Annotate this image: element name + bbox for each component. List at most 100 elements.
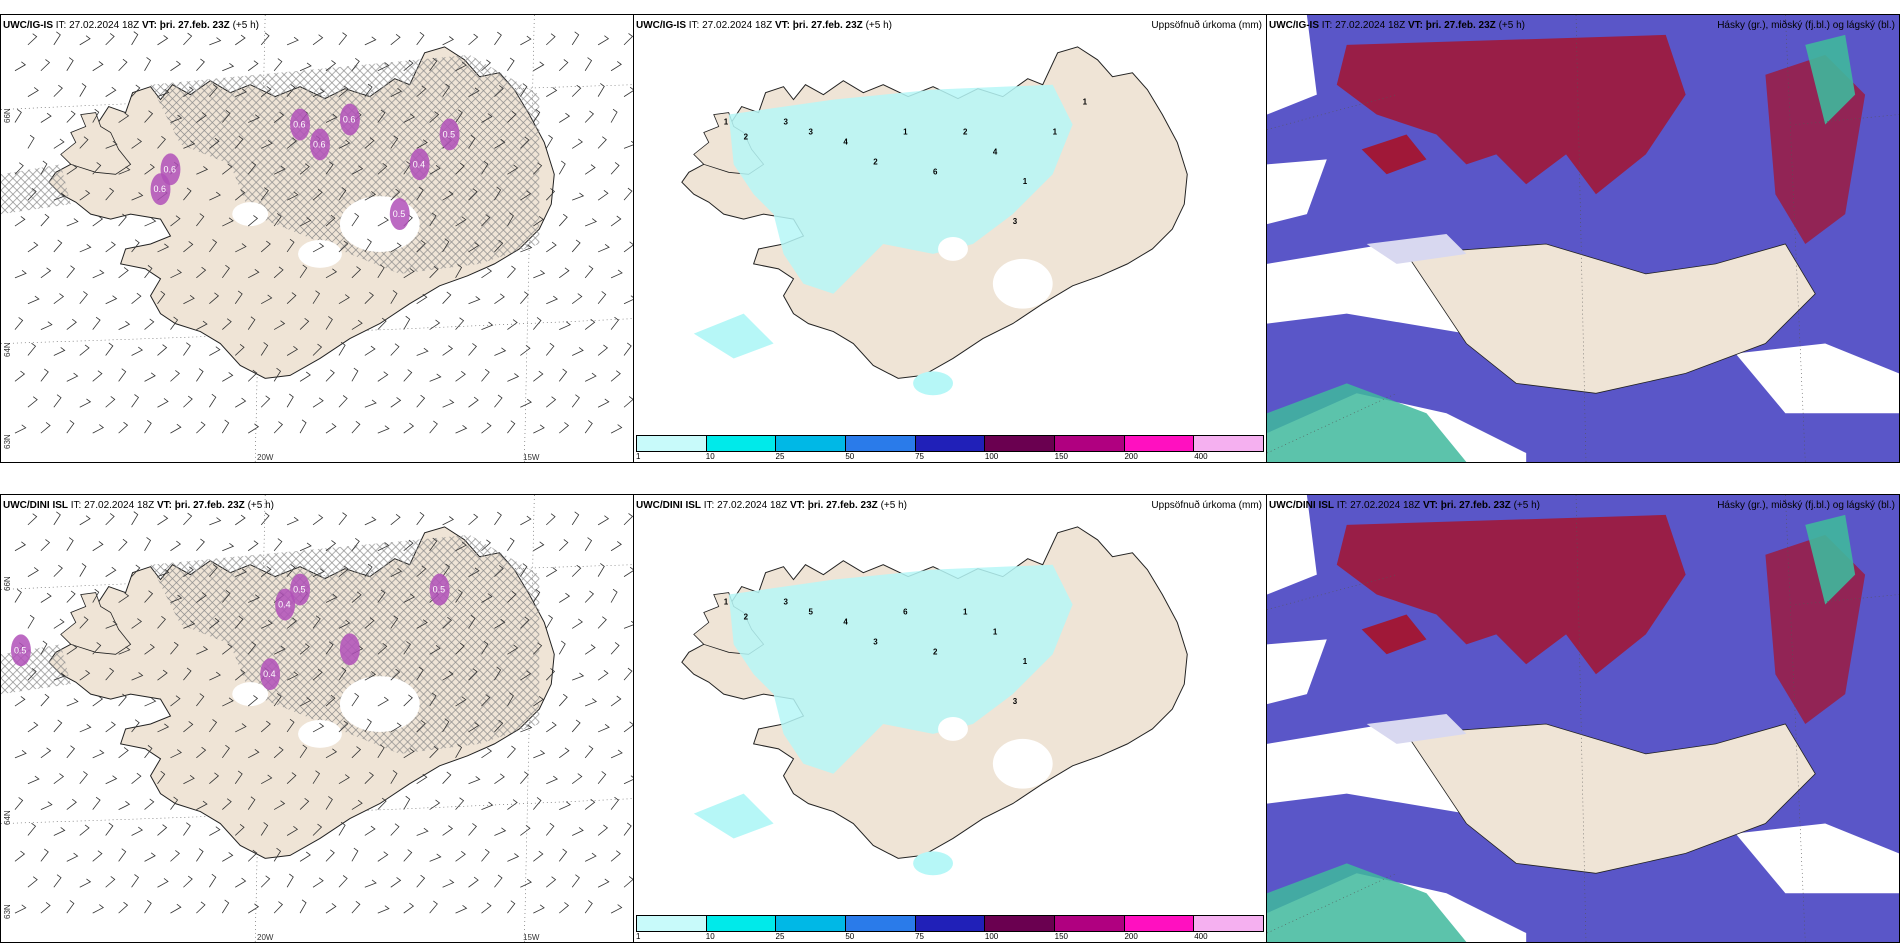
wind-barb (234, 135, 244, 149)
wind-barb (377, 216, 389, 227)
wind-barb (416, 720, 426, 733)
wind-barb (546, 775, 559, 785)
wind-barb (364, 345, 376, 356)
wind-barb (533, 696, 544, 707)
wind-barb (273, 58, 283, 72)
wind-barb (196, 112, 207, 123)
wind-barb (312, 242, 325, 253)
wind-barb (170, 641, 179, 655)
wind-barb (584, 590, 595, 603)
colorbar-swatch (1055, 436, 1125, 451)
wind-barb (196, 266, 207, 279)
wind-barb (183, 721, 194, 733)
wind-barb (273, 746, 284, 759)
cloud-map (1267, 15, 1899, 462)
wind-barb (507, 373, 520, 382)
wind-barb (196, 320, 208, 330)
wind-barb (273, 266, 284, 279)
colorbar-swatch (985, 436, 1056, 451)
wind-barb (27, 721, 39, 733)
wind-barb (468, 876, 479, 888)
wind-barb (118, 321, 131, 330)
wind-barb (610, 162, 620, 175)
wind-barb (66, 218, 79, 227)
wind-barb (27, 396, 38, 408)
wind-barb (584, 110, 595, 123)
wind-barb (14, 317, 24, 330)
panel-title: UWC/IG-IS IT: 27.02.2024 18Z VT: þri. 27… (3, 20, 259, 31)
wind-barb (209, 671, 221, 681)
wind-barb (455, 264, 463, 279)
icing-label: 0.6 (293, 120, 305, 130)
wind-barb (14, 216, 26, 227)
colorbar-swatch (637, 436, 707, 451)
wind-barb (610, 424, 623, 434)
wind-barb (144, 110, 154, 123)
wind-barb (338, 821, 346, 836)
wind-barb (131, 292, 142, 305)
wind-barb (546, 567, 558, 577)
wind-barb (520, 83, 528, 97)
lon-label: 20W (257, 933, 274, 942)
precip-label: 2 (744, 132, 749, 141)
wind-barb (455, 370, 466, 382)
wind-barb (40, 801, 53, 810)
wind-barb (533, 61, 545, 72)
wind-barb (481, 321, 494, 330)
colorbar-ticks: 1 10 25 50 75 100 150 200 400 (636, 932, 1264, 942)
wind-barb (325, 796, 333, 810)
wind-barb (170, 594, 183, 603)
wind-barb (66, 590, 76, 603)
wind-barb (533, 850, 544, 862)
wind-barb (416, 394, 426, 408)
wind-barb (403, 369, 413, 382)
wind-barb (299, 899, 307, 914)
wind-barb (494, 618, 506, 629)
wind-barb (260, 720, 271, 733)
wind-barb (325, 113, 338, 123)
wind-barb (183, 342, 191, 356)
wind-barb (520, 190, 532, 201)
clear-area (298, 239, 342, 268)
icing-area (439, 118, 460, 151)
wind-barb (27, 342, 37, 356)
wind-barb (40, 422, 51, 434)
wind-barb (299, 163, 310, 175)
wind-barb (416, 874, 426, 888)
wind-barb (66, 420, 75, 434)
wind-barb (507, 900, 516, 914)
wind-barb (92, 749, 105, 759)
wind-barb (325, 593, 338, 603)
wind-barb (442, 670, 454, 681)
wind-barb (221, 590, 231, 603)
icing-area (290, 108, 311, 141)
wind-barb (209, 719, 218, 733)
wind-barb (14, 541, 27, 552)
wind-barb (403, 641, 411, 655)
colorbar-tick: 150 (1054, 932, 1069, 941)
wind-barb (105, 140, 118, 149)
wind-barb (507, 590, 517, 603)
wind-barb (325, 60, 337, 72)
wind-barb (299, 542, 312, 552)
colorbar-swatch (1194, 436, 1264, 451)
land-patch (1405, 243, 1816, 394)
wind-barb (325, 161, 334, 175)
wind-barb (610, 269, 623, 279)
precip-label: 6 (933, 167, 938, 176)
wind-barb (351, 537, 360, 551)
clear-area (1267, 159, 1327, 225)
colorbar-swatch (915, 916, 986, 931)
wind-barb (585, 698, 598, 707)
wind-barb (299, 419, 307, 434)
wind-barb (196, 58, 205, 72)
wind-barb (390, 513, 401, 526)
wind-barb (105, 822, 114, 836)
wind-barb (27, 668, 37, 681)
precip-label: 1 (1053, 127, 1058, 136)
wind-barb (416, 512, 425, 526)
wind-barb (597, 616, 607, 629)
wind-barb (623, 241, 633, 253)
wind-barb (118, 901, 129, 914)
wind-barb (40, 368, 49, 382)
